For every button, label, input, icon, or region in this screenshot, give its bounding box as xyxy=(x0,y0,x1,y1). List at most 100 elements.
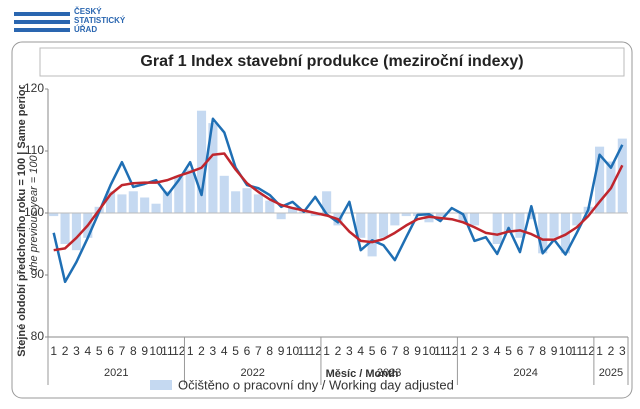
x-tick-label: 12 xyxy=(172,344,186,358)
bar xyxy=(617,138,627,213)
x-tick-label: 5 xyxy=(96,344,103,358)
x-tick-label: 3 xyxy=(73,344,80,358)
x-tick-label: 3 xyxy=(210,344,217,358)
bar xyxy=(356,213,366,238)
bar xyxy=(219,175,229,213)
x-tick-label: 11 xyxy=(161,344,174,358)
bar xyxy=(526,213,536,220)
x-tick-label: 11 xyxy=(571,344,584,358)
x-tick-label: 6 xyxy=(244,344,251,358)
x-tick-label: 3 xyxy=(619,344,626,358)
legend-label: Očištěno o pracovní dny / Working day ad… xyxy=(178,377,454,392)
x-tick-label: 1 xyxy=(323,344,330,358)
title-box xyxy=(39,47,625,77)
x-tick-label: 12 xyxy=(309,344,323,358)
x-tick-label: 11 xyxy=(298,344,311,358)
x-tick-label: 10 xyxy=(422,344,436,358)
x-tick-label: 1 xyxy=(187,344,194,358)
bar xyxy=(595,146,605,213)
x-tick-label: 7 xyxy=(392,344,399,358)
x-tick-label: 7 xyxy=(119,344,126,358)
x-tick-label: 8 xyxy=(266,344,273,358)
bar xyxy=(60,213,70,244)
x-axis-label: Měsíc / Month xyxy=(326,368,399,380)
bar xyxy=(322,191,332,213)
y-tick-label: 80 xyxy=(31,329,45,343)
bar xyxy=(538,213,548,254)
x-tick-label: 9 xyxy=(414,344,421,358)
x-tick-label: 8 xyxy=(403,344,410,358)
bar xyxy=(117,194,127,213)
x-tick-label: 1 xyxy=(50,344,57,358)
bar xyxy=(401,213,411,217)
x-tick-label: 8 xyxy=(539,344,546,358)
bar xyxy=(560,213,570,254)
x-tick-label: 12 xyxy=(445,344,459,358)
x-tick-label: 9 xyxy=(278,344,285,358)
x-tick-label: 2 xyxy=(608,344,615,358)
bar xyxy=(196,110,207,213)
x-tick-label: 6 xyxy=(107,344,114,358)
x-tick-label: 1 xyxy=(596,344,603,358)
x-group-label: 2024 xyxy=(513,367,537,379)
x-tick-label: 3 xyxy=(482,344,489,358)
x-tick-label: 10 xyxy=(149,344,163,358)
x-tick-label: 2 xyxy=(62,344,69,358)
bar xyxy=(515,213,525,238)
bar xyxy=(106,191,116,213)
bar xyxy=(287,206,298,213)
bar xyxy=(151,203,161,213)
bar xyxy=(49,213,59,217)
x-tick-label: 2 xyxy=(335,344,342,358)
bar xyxy=(71,213,81,251)
x-tick-label: 10 xyxy=(559,344,573,358)
line xyxy=(53,152,624,252)
chart-title: Graf 1 Index stavební produkce (meziročn… xyxy=(140,53,523,70)
x-tick-label: 2 xyxy=(198,344,205,358)
y-tick-label: 110 xyxy=(25,143,44,157)
x-tick-label: 1 xyxy=(460,344,467,358)
bar xyxy=(572,213,582,226)
bar xyxy=(174,175,184,213)
logo-text: ČESKÝ xyxy=(74,7,102,16)
x-tick-label: 7 xyxy=(528,344,535,358)
x-tick-label: 6 xyxy=(380,344,387,358)
x-tick-label: 3 xyxy=(346,344,353,358)
y-axis-label: Stejné období předchozího roku = 100 | S… xyxy=(16,69,28,357)
y-tick-label: 120 xyxy=(24,81,44,95)
x-tick-label: 6 xyxy=(517,344,524,358)
x-tick-label: 5 xyxy=(232,344,239,358)
x-tick-label: 11 xyxy=(434,344,447,358)
y-axis-label: the previous year = 100 xyxy=(28,154,40,270)
x-tick-label: 10 xyxy=(286,344,300,358)
x-group-label: 2021 xyxy=(104,367,128,379)
bar xyxy=(162,191,172,213)
x-tick-label: 2 xyxy=(471,344,478,358)
x-tick-label: 5 xyxy=(369,344,376,358)
x-tick-label: 7 xyxy=(255,344,262,358)
bar xyxy=(185,169,195,213)
bar xyxy=(276,213,286,220)
bar xyxy=(242,188,252,213)
x-tick-label: 5 xyxy=(505,344,512,358)
bar xyxy=(208,123,218,213)
y-tick-label: 100 xyxy=(24,205,44,219)
x-tick-label: 12 xyxy=(582,344,596,358)
bar xyxy=(265,200,275,213)
x-group-label: 2025 xyxy=(599,367,623,379)
x-tick-label: 9 xyxy=(141,344,148,358)
legend-swatch xyxy=(150,380,172,390)
y-tick-label: 90 xyxy=(31,267,45,281)
bar xyxy=(140,197,150,213)
x-group-label: 2023 xyxy=(377,367,401,379)
x-tick-label: 8 xyxy=(130,344,137,358)
bar xyxy=(310,213,320,217)
x-tick-label: 4 xyxy=(84,344,91,358)
bar xyxy=(231,191,241,213)
x-group-label: 2022 xyxy=(240,367,264,379)
bar xyxy=(492,213,502,244)
y-label-group: Stejné období předchozího roku = 100 | S… xyxy=(16,69,40,357)
x-tick-label: 4 xyxy=(221,344,228,358)
panel xyxy=(11,41,633,399)
